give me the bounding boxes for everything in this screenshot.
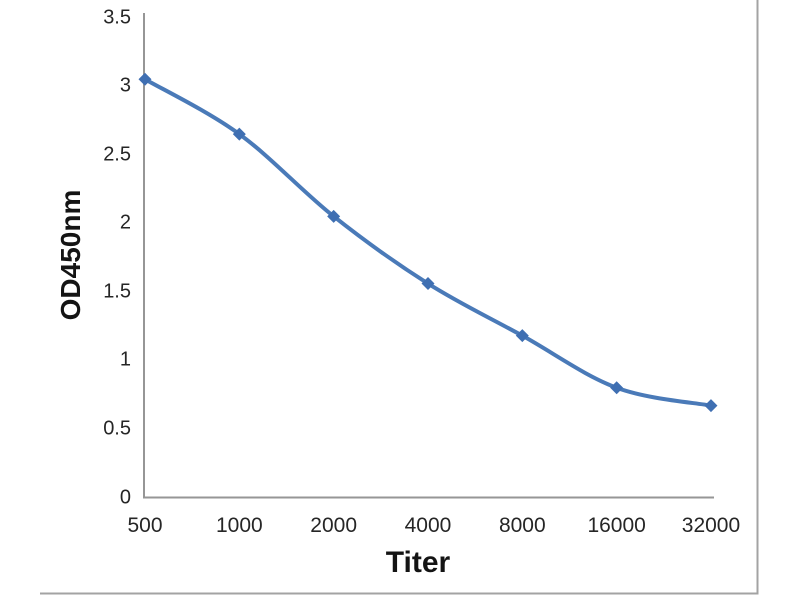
data-point-marker-32000 [704, 399, 718, 413]
y-tick-label: 3 [119, 74, 131, 97]
data-point-marker-16000 [610, 381, 624, 395]
x-tick-label: 4000 [404, 514, 452, 537]
y-tick-label: 2 [119, 211, 131, 234]
data-point-marker-1000 [232, 127, 246, 141]
y-tick-label: 2.5 [103, 143, 131, 166]
y-tick-label: 0.5 [103, 417, 131, 440]
x-tick-label: 2000 [310, 514, 358, 537]
series-line [143, 77, 713, 408]
y-tick-label: 3.5 [103, 6, 131, 28]
y-tick-label: 1.5 [103, 280, 131, 303]
x-tick-label: 8000 [498, 514, 546, 537]
x-tick-label: 1000 [215, 514, 263, 537]
x-tick-label: 32000 [681, 514, 741, 537]
data-point-marker-4000 [421, 277, 435, 291]
x-tick-label: 500 [127, 514, 163, 537]
data-point-marker-500 [138, 72, 152, 86]
x-axis-title: Titer [385, 546, 451, 579]
y-tick-label: 0 [119, 486, 131, 508]
data-point-marker-2000 [327, 209, 341, 223]
x-tick-label: 16000 [587, 514, 646, 537]
y-tick-label: 1 [119, 348, 131, 371]
data-point-marker-8000 [515, 329, 529, 343]
